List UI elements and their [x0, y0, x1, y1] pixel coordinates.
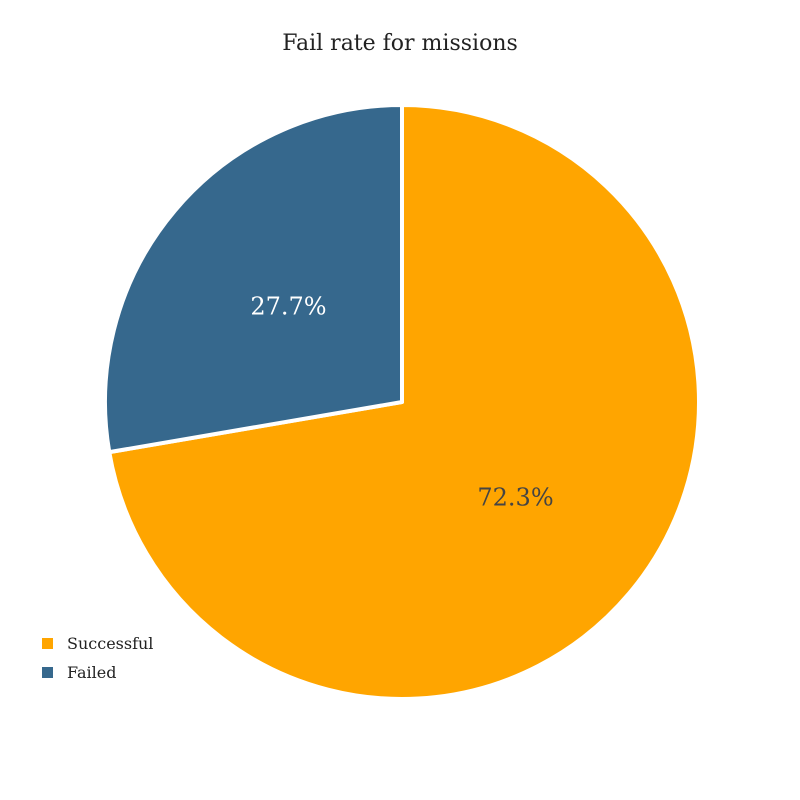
slice-value-label-successful: 72.3% [477, 484, 553, 512]
legend: Successful Failed [42, 634, 153, 682]
pie-slice-successful [107, 103, 701, 701]
slice-value-label-failed: 27.7% [250, 292, 326, 320]
chart-title: Fail rate for missions [282, 31, 518, 56]
legend-label-successful: Successful [67, 634, 153, 653]
pie-slice-failed [103, 103, 404, 455]
legend-swatch-successful [42, 638, 53, 649]
legend-swatch-failed [42, 667, 53, 678]
legend-label-failed: Failed [67, 663, 117, 682]
pie-slice-labels: 72.3% 27.7% [250, 292, 553, 511]
pie-slices [103, 103, 701, 701]
